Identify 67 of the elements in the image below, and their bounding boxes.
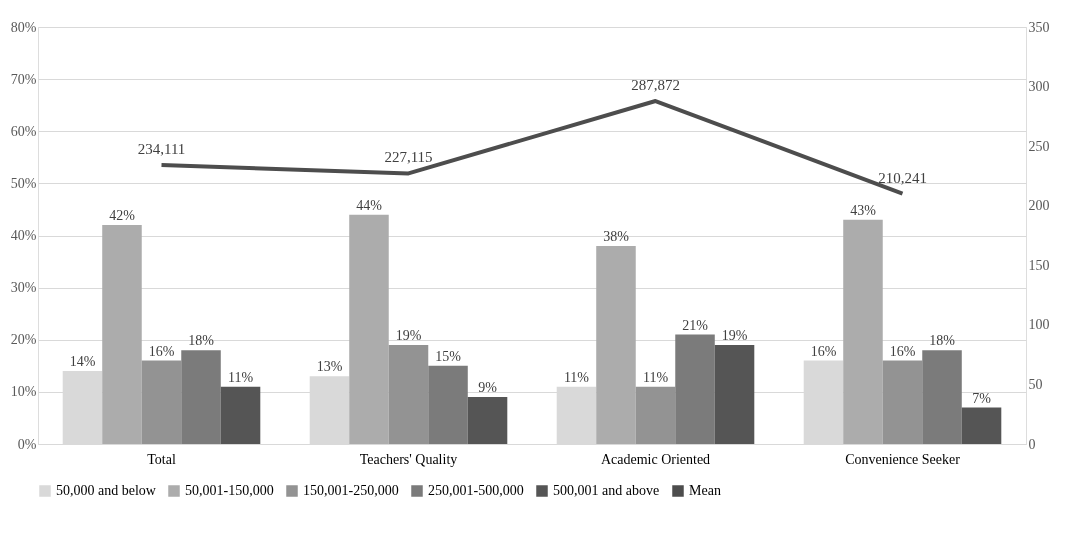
data-label: 21% <box>682 317 709 333</box>
y2-tick-label: 150 <box>1028 257 1050 273</box>
bar <box>596 245 636 444</box>
y2-tick-label: 350 <box>1028 19 1050 35</box>
y2-tick-label: 50 <box>1028 376 1043 392</box>
bar <box>635 386 676 444</box>
annotation: 287,872 <box>631 77 680 94</box>
bar <box>388 344 429 444</box>
y2-tick-label: 250 <box>1028 138 1050 154</box>
legend-label: 50,000 and below <box>56 483 157 498</box>
data-label: 7% <box>972 390 992 406</box>
annotation: 210,241 <box>878 169 927 186</box>
y-tick-label: 80% <box>10 19 37 35</box>
y2-tick-label: 100 <box>1028 317 1050 333</box>
x-tick-label: Teachers' Quality <box>359 451 458 467</box>
y-tick-label: 70% <box>10 71 37 87</box>
data-label: 18% <box>188 333 215 349</box>
data-label: 14% <box>69 354 96 370</box>
x-tick-label: Academic Oriented <box>600 451 711 467</box>
y-tick-label: 20% <box>10 332 37 348</box>
bar <box>882 360 923 444</box>
legend-label: 250,001-500,000 <box>428 483 524 498</box>
bar <box>675 334 715 444</box>
y-tick-label: 60% <box>10 123 37 139</box>
bar <box>714 344 755 444</box>
data-label: 11% <box>227 369 254 385</box>
bar <box>961 407 1002 444</box>
bar <box>922 350 962 444</box>
annotation: 234,111 <box>137 141 186 158</box>
y2-tick-label: 0 <box>1028 436 1036 452</box>
bar <box>467 397 508 444</box>
legend-label: 50,001-150,000 <box>185 483 274 498</box>
data-label: 19% <box>395 327 422 343</box>
bar <box>102 225 142 444</box>
legend-label: 500,001 and above <box>553 483 660 498</box>
y-tick-label: 50% <box>10 175 37 191</box>
data-label: 43% <box>850 202 877 218</box>
bar <box>428 365 468 444</box>
data-label: 15% <box>435 348 462 364</box>
data-label: 16% <box>148 343 175 359</box>
data-label: 13% <box>316 359 343 375</box>
x-tick-label: Convenience Seeker <box>845 451 961 467</box>
y2-tick-label: 300 <box>1028 79 1050 95</box>
legend-label: 150,001-250,000 <box>303 483 399 498</box>
bar <box>843 219 883 444</box>
bar <box>141 360 182 444</box>
data-label: 19% <box>721 327 748 343</box>
x-tick-label: Total <box>147 451 176 467</box>
data-label: 16% <box>889 343 916 359</box>
bar <box>349 214 389 444</box>
data-label: 11% <box>563 369 590 385</box>
data-label: 38% <box>603 228 630 244</box>
y-tick-label: 30% <box>10 280 37 296</box>
y-tick-label: 0% <box>17 436 37 452</box>
data-label: 11% <box>642 369 669 385</box>
annotation: 227,115 <box>384 149 433 166</box>
data-label: 44% <box>356 197 383 213</box>
y-tick-label: 10% <box>10 384 37 400</box>
bar <box>220 386 261 444</box>
data-label: 16% <box>810 343 837 359</box>
data-label: 9% <box>478 380 498 396</box>
y2-tick-label: 200 <box>1028 198 1050 214</box>
data-label: 42% <box>109 208 136 224</box>
legend-label: Mean <box>689 483 721 498</box>
y-tick-label: 40% <box>10 228 37 243</box>
bar <box>181 350 221 444</box>
data-label: 18% <box>929 333 956 349</box>
